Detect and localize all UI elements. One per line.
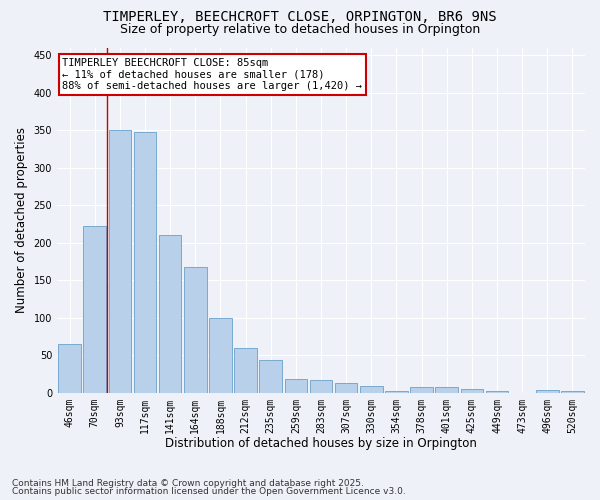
Bar	[536, 390, 559, 392]
Bar	[134, 132, 157, 392]
Text: TIMPERLEY, BEECHCROFT CLOSE, ORPINGTON, BR6 9NS: TIMPERLEY, BEECHCROFT CLOSE, ORPINGTON, …	[103, 10, 497, 24]
Bar	[385, 391, 408, 392]
Text: Contains HM Land Registry data © Crown copyright and database right 2025.: Contains HM Land Registry data © Crown c…	[12, 478, 364, 488]
Text: Size of property relative to detached houses in Orpington: Size of property relative to detached ho…	[120, 22, 480, 36]
Bar	[259, 360, 282, 392]
Bar	[410, 386, 433, 392]
Bar	[335, 383, 358, 392]
Bar	[58, 344, 81, 393]
Bar	[485, 391, 508, 392]
Bar	[561, 391, 584, 392]
Bar	[310, 380, 332, 392]
Text: TIMPERLEY BEECHCROFT CLOSE: 85sqm
← 11% of detached houses are smaller (178)
88%: TIMPERLEY BEECHCROFT CLOSE: 85sqm ← 11% …	[62, 58, 362, 91]
Bar	[284, 379, 307, 392]
Bar	[184, 266, 206, 392]
Y-axis label: Number of detached properties: Number of detached properties	[15, 127, 28, 313]
Bar	[83, 226, 106, 392]
Bar	[159, 235, 181, 392]
Bar	[109, 130, 131, 392]
Bar	[461, 389, 483, 392]
Text: Contains public sector information licensed under the Open Government Licence v3: Contains public sector information licen…	[12, 487, 406, 496]
Bar	[436, 388, 458, 392]
Bar	[360, 386, 383, 392]
X-axis label: Distribution of detached houses by size in Orpington: Distribution of detached houses by size …	[165, 437, 477, 450]
Bar	[209, 318, 232, 392]
Bar	[234, 348, 257, 393]
